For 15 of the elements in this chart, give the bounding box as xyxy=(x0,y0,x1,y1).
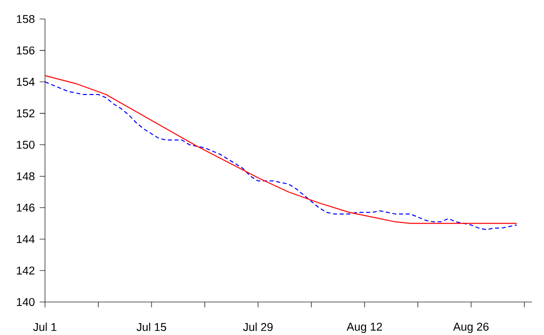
x-tick-label: Jul 1 xyxy=(33,322,56,332)
x-tick-label: Aug 26 xyxy=(453,322,489,333)
y-tick-label: 152 xyxy=(16,109,34,118)
y-tick-label: 144 xyxy=(16,235,35,243)
x-tick-label: Aug 12 xyxy=(346,322,382,333)
y-tick-label: 150 xyxy=(16,140,35,149)
y-tick-label: 140 xyxy=(16,298,35,306)
y-tick-label: 146 xyxy=(16,204,34,212)
x-tick-label: Jul 15 xyxy=(136,322,166,332)
y-tick-label: 148 xyxy=(16,172,34,180)
y-tick-label: 142 xyxy=(16,266,34,274)
y-tick-label: 156 xyxy=(16,46,34,54)
y-tick-label: 158 xyxy=(16,14,34,24)
x-tick-label: Jul 29 xyxy=(243,322,273,332)
y-tick-label: 154 xyxy=(16,78,35,86)
